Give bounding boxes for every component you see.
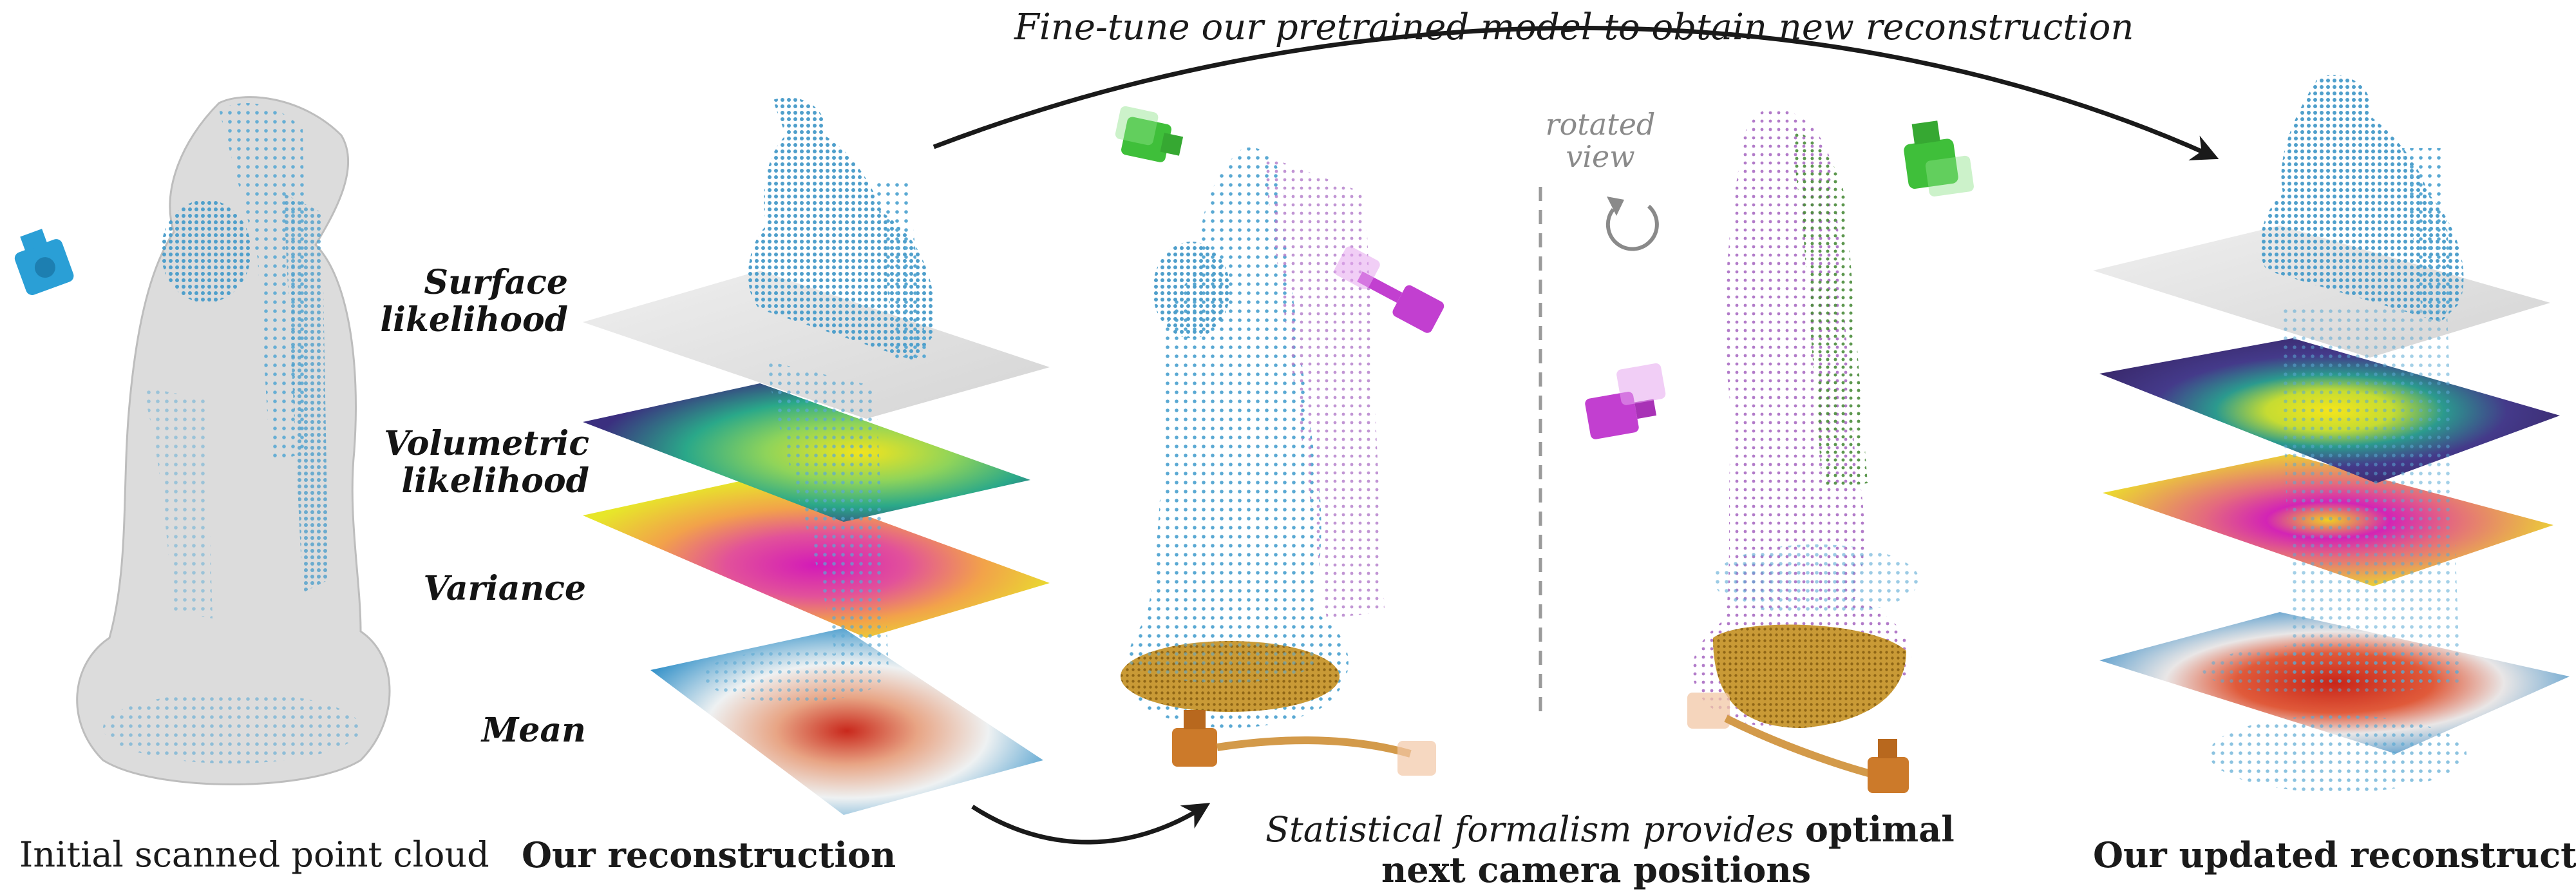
layer-label-volumetric-line1: Volumetric: [384, 424, 589, 463]
nbv-right-point-cloud: [1692, 108, 1919, 728]
top-annotation: Fine-tune our pretrained model to obtain…: [1014, 6, 2134, 48]
caption-nbv-line1: Statistical formalism provides optimal: [1265, 809, 1955, 850]
layer-label-surface-line1: Surface: [424, 263, 568, 302]
layer-label-surface: Surface likelihood: [361, 264, 568, 339]
layer-surface: [583, 271, 1050, 419]
camera-icon-magenta: [1334, 246, 1444, 333]
caption-nbv-line2: next camera positions: [1381, 849, 1811, 890]
layer-label-volumetric-line2: likelihood: [401, 461, 589, 501]
rotated-view-line2: view: [1566, 139, 1635, 174]
layer-label-volumetric: Volumetric likelihood: [361, 425, 589, 500]
camera-icon-orange: [1172, 710, 1436, 776]
caption-ours: Our reconstruction: [522, 834, 896, 876]
nbv-left-point-cloud: [1121, 147, 1385, 729]
reconstruction-layers: [583, 97, 1050, 815]
layer-label-surface-line2: likelihood: [380, 300, 568, 340]
initial-point-cloud: [76, 96, 391, 785]
layer-label-variance: Variance: [423, 569, 586, 608]
camera-icon-magenta-2: [1585, 363, 1666, 439]
bottom-arrow: [971, 803, 1211, 845]
layer-label-mean: Mean: [481, 711, 586, 750]
camera-icon-orange-2: [1687, 693, 1909, 793]
caption-nbv-part1: Statistical formalism provides: [1265, 809, 1794, 850]
rotate-arrow-icon: [1605, 196, 1659, 251]
rotated-view-line1: rotated: [1545, 107, 1656, 142]
caption-updated: Our updated reconstruction: [2093, 834, 2576, 876]
caption-initial: Initial scanned point cloud: [19, 834, 489, 875]
caption-nbv-bold1: optimal: [1804, 809, 1955, 850]
updated-reconstruction-layers: [2093, 75, 2570, 792]
top-arrow: [933, 26, 2219, 160]
camera-icon-green-2: [1904, 120, 1974, 196]
camera-icon-blue: [14, 229, 74, 295]
rotated-view-label: rotated view: [1513, 108, 1687, 173]
camera-icon-green: [1115, 106, 1184, 162]
statue-top-updated: [2260, 75, 2464, 323]
